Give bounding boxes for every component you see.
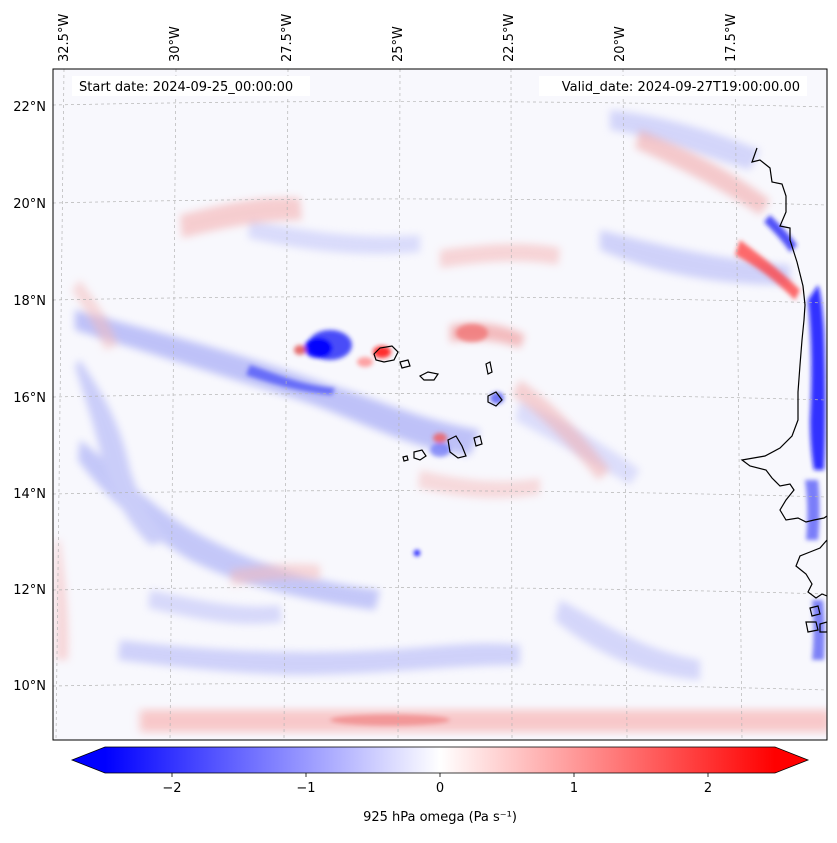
valid-date-label: Valid_date: 2024-09-27T19:00:00.00 xyxy=(562,80,800,95)
lon-label: 22.5°W xyxy=(502,14,517,62)
colorbar-tick-label: 0 xyxy=(436,781,444,796)
boa-vista xyxy=(487,391,503,407)
omega-field xyxy=(55,110,827,732)
lon-label: 30°W xyxy=(168,26,183,62)
lat-label: 12°N xyxy=(13,583,46,598)
lat-label: 20°N xyxy=(13,197,46,212)
lat-label: 14°N xyxy=(13,487,46,502)
colorbar-outline xyxy=(70,746,810,774)
lon-label: 27.5°W xyxy=(280,14,295,62)
colorbar-tick-label: 2 xyxy=(704,781,712,796)
colorbar-tick-labels: −2 −1 0 1 2 xyxy=(162,781,712,796)
lat-label: 10°N xyxy=(13,679,46,694)
colorbar-tick-label: 1 xyxy=(570,781,578,796)
lon-label: 32.5°W xyxy=(57,14,72,62)
colorbar-tick-label: −1 xyxy=(296,781,315,796)
coastlines xyxy=(373,147,827,633)
bijagos-islands xyxy=(805,605,827,633)
maio xyxy=(473,435,483,447)
map-frame xyxy=(52,68,828,741)
start-date-box xyxy=(72,76,310,96)
brava xyxy=(402,455,409,462)
lon-label: 20°W xyxy=(613,26,628,62)
valid-date-box xyxy=(539,76,807,96)
colorbar-title: 925 hPa omega (Pa s⁻¹) xyxy=(363,810,517,825)
guinea-coastline xyxy=(795,539,827,599)
colorbar-extend-low xyxy=(72,747,105,773)
colorbar-gradient xyxy=(105,747,775,773)
lat-label: 22°N xyxy=(13,100,46,115)
map-background xyxy=(53,69,827,740)
lon-label: 25°W xyxy=(391,26,406,62)
santo-antao xyxy=(373,345,399,363)
map-panel xyxy=(53,69,827,740)
africa-coastline xyxy=(740,147,827,523)
lat-label: 16°N xyxy=(13,391,46,406)
colorbar-ticks xyxy=(171,773,709,777)
lon-label: 17.5°W xyxy=(724,14,739,62)
latitude-labels: 22°N 20°N 18°N 16°N 14°N 12°N 10°N xyxy=(13,100,46,694)
colorbar-extend-high xyxy=(775,747,808,773)
map-gridlines xyxy=(53,69,827,740)
fogo xyxy=(413,449,427,461)
colorbar-tick-label: −2 xyxy=(162,781,181,796)
sao-nicolau xyxy=(418,371,439,381)
santiago xyxy=(447,435,467,459)
start-date-label: Start date: 2024-09-25_00:00:00 xyxy=(79,80,293,95)
lat-label: 18°N xyxy=(13,294,46,309)
sal xyxy=(485,361,493,375)
longitude-labels: 32.5°W 30°W 27.5°W 25°W 22.5°W 20°W 17.5… xyxy=(57,14,739,62)
sao-vicente xyxy=(399,359,411,369)
colorbar: −2 −1 0 1 2 925 hPa omega (Pa s⁻¹) xyxy=(70,746,810,825)
